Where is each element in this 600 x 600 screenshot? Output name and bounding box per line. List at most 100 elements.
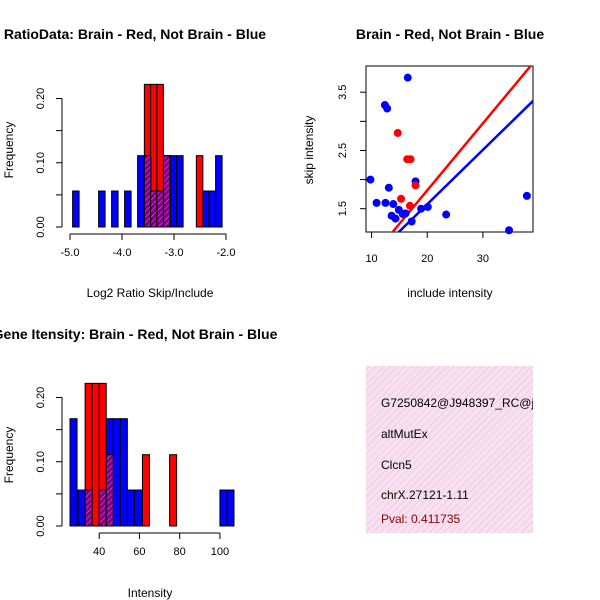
- x-tick-label: 10: [365, 253, 377, 265]
- histogram-bar-not-brain: [202, 190, 210, 228]
- histogram-bar-not-brain: [219, 489, 228, 527]
- histogram-bar-not-brain: [137, 155, 145, 228]
- histogram-bar-overlap: [98, 489, 107, 527]
- point-brain: [397, 194, 406, 203]
- point-not-brain: [384, 183, 393, 192]
- y-tick-label: 1.5: [337, 201, 349, 216]
- ratio-x-label: Log2 Ratio Skip/Include: [87, 286, 214, 300]
- y-tick-label: 0.20: [35, 387, 47, 408]
- point-not-brain: [391, 214, 400, 223]
- point-not-brain: [417, 204, 426, 213]
- point-not-brain: [407, 217, 416, 226]
- x-tick-label: 20: [421, 253, 433, 265]
- y-tick-label: 0.00: [35, 216, 47, 237]
- scatter-points: [366, 73, 531, 235]
- histogram-bar-not-brain: [69, 418, 78, 527]
- point-brain: [406, 155, 415, 164]
- x-tick-label: 80: [174, 546, 186, 558]
- intensity-bars: [69, 382, 235, 527]
- x-tick-label: 60: [133, 546, 145, 558]
- histogram-bar-overlap: [156, 190, 164, 228]
- intensity-histogram: Gene Itensity: Brain - Red, Not Brain - …: [0, 326, 278, 600]
- point-not-brain: [505, 226, 514, 235]
- info-gene: Clcn5: [381, 458, 412, 472]
- histogram-bar-brain: [91, 382, 100, 527]
- point-not-brain: [372, 198, 381, 207]
- histogram-bar-not-brain: [124, 190, 132, 228]
- info-event-type: altMutEx: [381, 427, 428, 441]
- point-brain: [393, 128, 402, 137]
- info-panel-background: [366, 366, 533, 533]
- histogram-bar-not-brain: [112, 418, 121, 527]
- scatter-axes: 10 20 30 1.5 2.5 3.5: [337, 85, 489, 265]
- histogram-bar-not-brain: [226, 489, 235, 527]
- histogram-bar-not-brain: [133, 489, 142, 527]
- intensity-histogram-title: Gene Itensity: Brain - Red, Not Brain - …: [0, 326, 278, 342]
- point-not-brain: [383, 104, 392, 113]
- histogram-bar-not-brain: [77, 489, 86, 527]
- info-pval: Pval: 0.411735: [381, 512, 460, 526]
- histogram-bar-not-brain: [169, 155, 178, 228]
- point-not-brain: [381, 198, 390, 207]
- intensity-x-label: Intensity: [128, 586, 173, 600]
- info-location: chrX.27121-1.11: [381, 488, 469, 502]
- point-not-brain: [442, 210, 451, 219]
- intensity-scatter: Brain - Red, Not Brain - Blue 10 20 30 1.5 2…: [302, 26, 544, 300]
- histogram-bar-brain: [141, 454, 150, 527]
- histogram-bar-not-brain: [176, 155, 184, 228]
- point-not-brain: [403, 73, 412, 82]
- point-brain: [405, 201, 414, 210]
- y-tick-label: 0.20: [35, 88, 47, 109]
- histogram-bar-not-brain: [119, 418, 128, 527]
- ratio-y-label: Frequency: [2, 122, 16, 179]
- histogram-bar-overlap: [105, 454, 114, 527]
- histogram-bar-brain: [169, 454, 178, 527]
- histogram-bar-not-brain: [215, 155, 223, 228]
- histogram-bar-not-brain: [72, 190, 80, 228]
- x-tick-label: -5.0: [61, 247, 80, 259]
- fit-line-brain: [390, 66, 533, 232]
- point-brain: [411, 181, 420, 190]
- scatter-frame: [365, 65, 534, 233]
- y-tick-label: 0.10: [35, 152, 47, 173]
- histogram-bar-overlap: [150, 190, 158, 228]
- point-not-brain: [389, 200, 398, 209]
- histogram-bar-overlap: [143, 155, 152, 228]
- scatter-y-label: skip intensity: [302, 116, 316, 185]
- intensity-axes: 40 60 80 100 0.00 0.10 0.20: [35, 387, 229, 558]
- ratio-axes: -5.0 -4.0 -3.0 -2.0 0.00 0.10 0.20: [35, 88, 235, 259]
- y-tick-label: 3.5: [337, 85, 349, 100]
- info-probe-id: G7250842@J948397_RC@j_at: [381, 396, 551, 410]
- info-panel-clip: G7250842@J948397_RC@j_at altMutEx Clcn5 …: [381, 396, 551, 526]
- point-not-brain: [423, 202, 432, 211]
- x-tick-label: -2.0: [217, 247, 236, 259]
- histogram-bar-brain: [195, 155, 204, 228]
- x-tick-label: 30: [477, 253, 489, 265]
- y-tick-label: 0.00: [35, 515, 47, 536]
- y-tick-label: 2.5: [337, 143, 349, 158]
- scatter-title: Brain - Red, Not Brain - Blue: [356, 26, 544, 42]
- fit-line-not-brain: [397, 100, 533, 232]
- x-tick-label: -3.0: [165, 247, 184, 259]
- ratio-histogram: RatioData: Brain - Red, Not Brain - Blue…: [2, 26, 266, 300]
- ratio-bars: [72, 83, 223, 228]
- x-tick-label: 100: [211, 546, 229, 558]
- info-panel: G7250842@J948397_RC@j_at altMutEx Clcn5 …: [366, 366, 551, 533]
- point-not-brain: [522, 191, 531, 200]
- scatter-x-label: include intensity: [407, 286, 492, 300]
- scatter-fit-lines: [390, 66, 533, 232]
- histogram-bar-not-brain: [111, 190, 119, 228]
- x-tick-label: 40: [93, 546, 105, 558]
- intensity-y-label: Frequency: [2, 427, 16, 484]
- y-tick-label: 0.10: [35, 451, 47, 472]
- histogram-bar-overlap: [84, 489, 93, 527]
- ratio-histogram-title: RatioData: Brain - Red, Not Brain - Blue: [4, 26, 266, 42]
- x-tick-label: -4.0: [113, 247, 132, 259]
- histogram-bar-not-brain: [208, 190, 216, 228]
- histogram-bar-overlap: [163, 155, 171, 228]
- histogram-bar-not-brain: [126, 489, 135, 527]
- point-not-brain: [401, 209, 410, 218]
- histogram-bar-not-brain: [98, 190, 106, 228]
- point-not-brain: [366, 175, 375, 184]
